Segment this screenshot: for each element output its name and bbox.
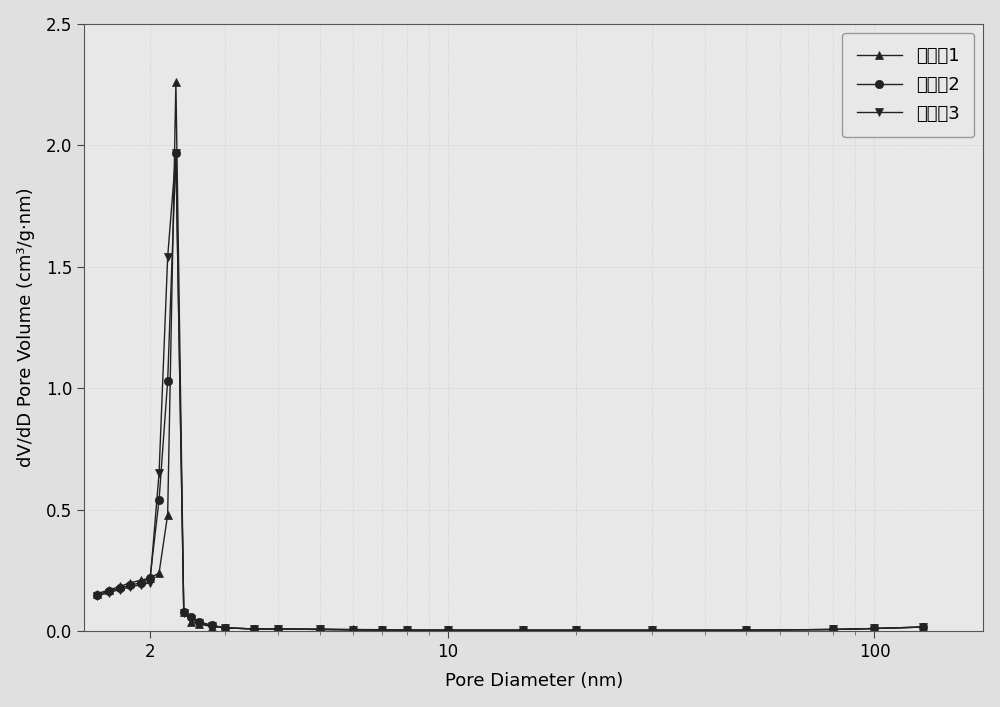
实施例1: [740, 626, 752, 634]
实施例3: [185, 615, 197, 624]
实施例1: [517, 626, 529, 634]
Line: 实施例3: 实施例3: [93, 148, 927, 634]
实施例3: [103, 588, 115, 597]
实施例3: [272, 625, 284, 633]
实施例1: [272, 625, 284, 633]
实施例3: [206, 622, 218, 631]
实施例1: [135, 576, 147, 585]
实施例3: [646, 626, 658, 634]
实施例1: [114, 582, 126, 590]
实施例3: [314, 625, 326, 633]
实施例3: [153, 469, 165, 478]
实施例3: [170, 148, 182, 157]
实施例1: [206, 622, 218, 631]
实施例2: [917, 623, 929, 631]
实施例1: [162, 510, 174, 519]
实施例2: [272, 625, 284, 633]
实施例2: [442, 626, 454, 634]
Line: 实施例1: 实施例1: [93, 78, 927, 634]
实施例3: [114, 585, 126, 594]
实施例3: [347, 626, 359, 634]
Y-axis label: dV/dD Pore Volume (cm³/g·nm): dV/dD Pore Volume (cm³/g·nm): [17, 188, 35, 467]
实施例3: [178, 609, 190, 617]
实施例1: [917, 623, 929, 631]
实施例2: [376, 626, 388, 634]
实施例2: [206, 621, 218, 629]
实施例2: [646, 626, 658, 634]
实施例2: [401, 626, 413, 634]
X-axis label: Pore Diameter (nm): Pore Diameter (nm): [445, 672, 623, 690]
实施例1: [193, 620, 205, 629]
实施例3: [144, 578, 156, 587]
实施例2: [517, 626, 529, 634]
实施例1: [178, 608, 190, 617]
实施例1: [570, 626, 582, 634]
实施例3: [219, 624, 231, 632]
实施例2: [114, 584, 126, 592]
实施例2: [153, 496, 165, 504]
实施例1: [347, 625, 359, 633]
实施例2: [248, 625, 260, 633]
Line: 实施例2: 实施例2: [93, 148, 927, 634]
实施例3: [376, 626, 388, 634]
实施例2: [827, 625, 839, 633]
实施例2: [91, 591, 103, 600]
实施例3: [917, 623, 929, 631]
实施例2: [193, 617, 205, 626]
实施例1: [153, 569, 165, 578]
实施例3: [827, 625, 839, 633]
实施例2: [570, 626, 582, 634]
实施例1: [103, 586, 115, 595]
实施例3: [193, 619, 205, 627]
实施例3: [517, 626, 529, 634]
实施例1: [827, 625, 839, 633]
实施例1: [219, 624, 231, 632]
实施例1: [248, 625, 260, 633]
实施例1: [185, 617, 197, 626]
实施例2: [219, 624, 231, 632]
实施例1: [646, 626, 658, 634]
实施例2: [347, 626, 359, 634]
实施例3: [162, 253, 174, 262]
实施例2: [162, 377, 174, 385]
实施例3: [124, 583, 136, 591]
实施例1: [124, 578, 136, 587]
实施例1: [401, 626, 413, 634]
实施例3: [868, 624, 880, 633]
实施例2: [144, 573, 156, 582]
实施例2: [740, 626, 752, 634]
实施例3: [135, 580, 147, 589]
实施例2: [170, 148, 182, 157]
实施例3: [91, 592, 103, 600]
实施例2: [135, 578, 147, 587]
实施例1: [868, 624, 880, 633]
实施例2: [185, 612, 197, 621]
实施例2: [314, 625, 326, 633]
实施例2: [124, 581, 136, 590]
Legend: 实施例1, 实施例2, 实施例3: 实施例1, 实施例2, 实施例3: [842, 33, 974, 137]
实施例2: [868, 624, 880, 633]
实施例3: [442, 626, 454, 634]
实施例2: [178, 608, 190, 617]
实施例1: [144, 573, 156, 582]
实施例3: [248, 625, 260, 633]
实施例1: [91, 590, 103, 598]
实施例1: [170, 78, 182, 86]
实施例2: [103, 587, 115, 595]
实施例3: [740, 626, 752, 634]
实施例3: [570, 626, 582, 634]
实施例1: [314, 625, 326, 633]
实施例1: [442, 626, 454, 634]
实施例1: [376, 626, 388, 634]
实施例3: [401, 626, 413, 634]
